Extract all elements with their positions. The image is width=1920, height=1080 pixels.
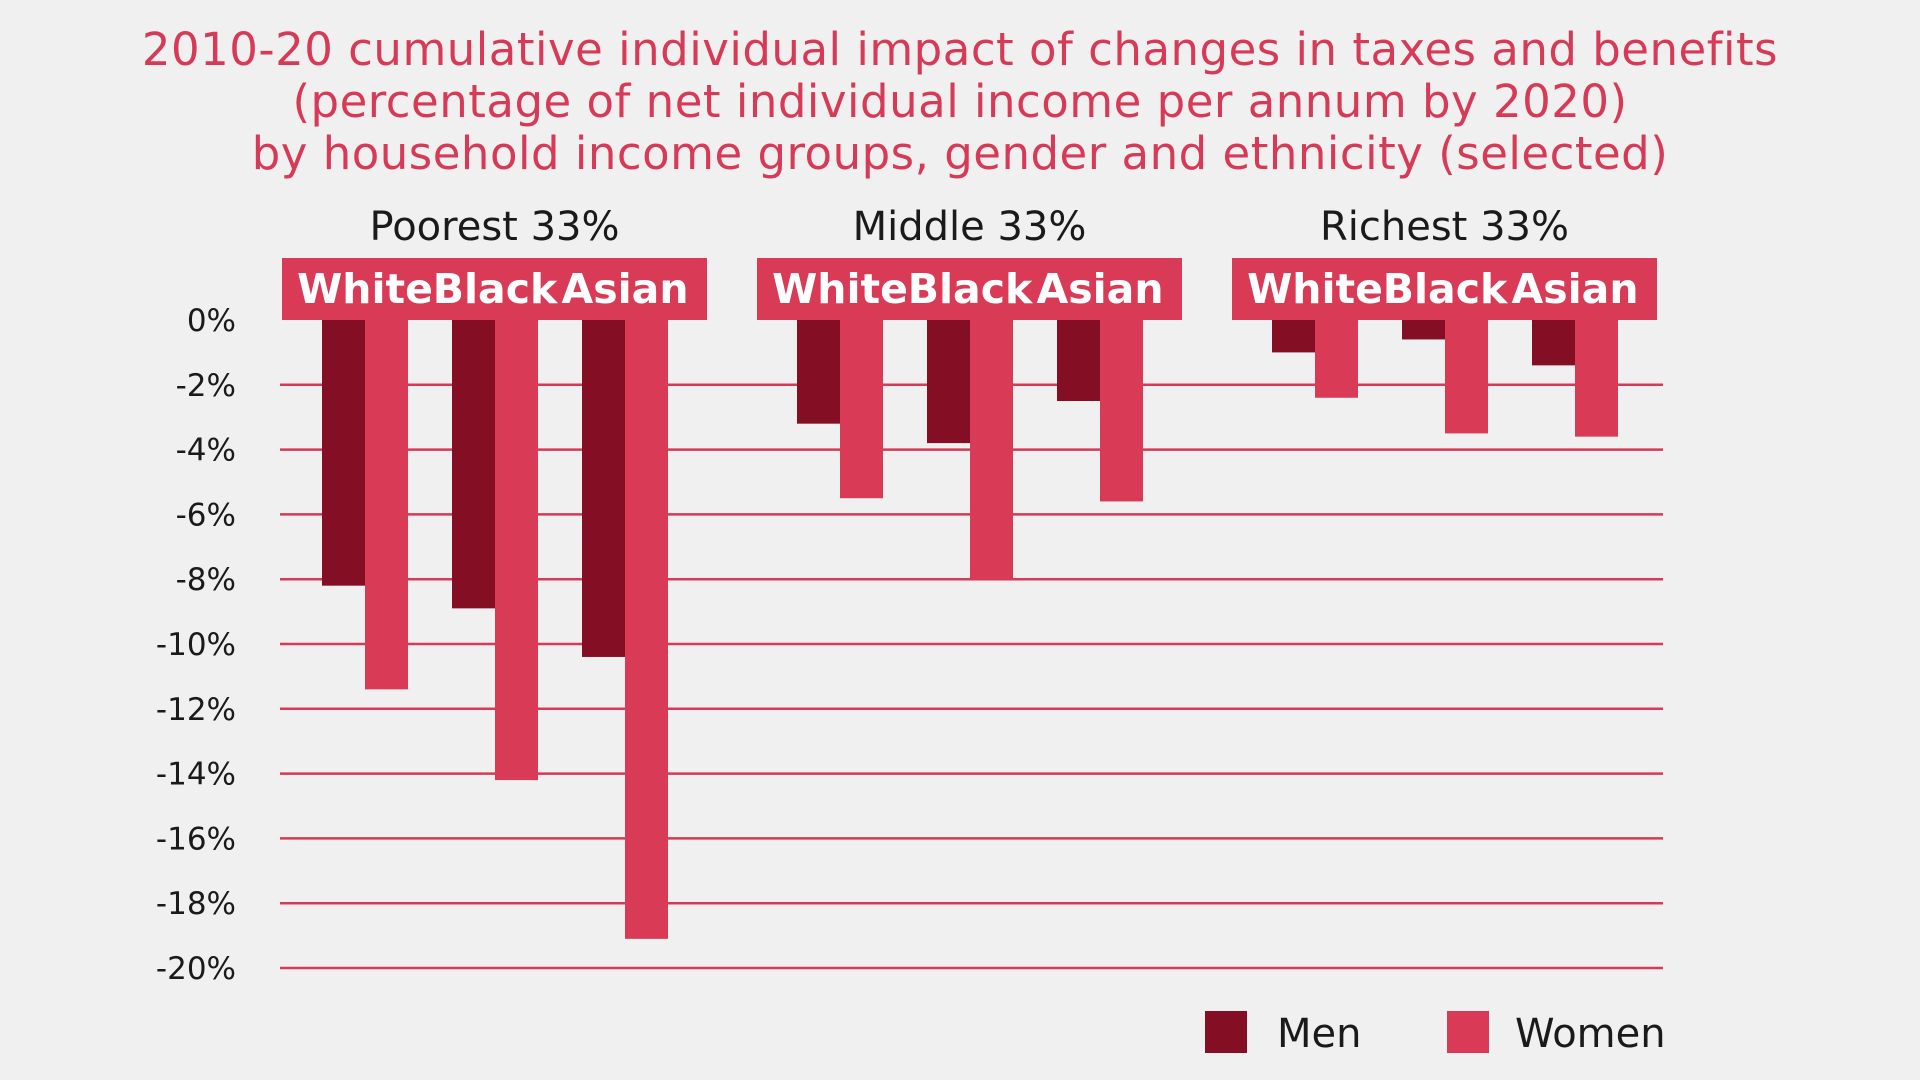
bar-women [1445,320,1488,434]
bar-women [365,320,408,690]
category-label: Asian [561,265,688,313]
y-tick-label: -18% [156,886,236,922]
category-label: Asian [1511,265,1638,313]
legend-label-women: Women [1515,1011,1666,1057]
legend-swatch-women [1447,1011,1489,1053]
category-label: White [1247,265,1383,313]
bar-men [927,320,970,444]
y-tick-label: 0% [187,303,236,339]
y-tick-label: -10% [156,627,236,663]
category-label: White [772,265,908,313]
legend: Men Women [1205,1011,1666,1057]
category-label: White [297,265,433,313]
bar-women [625,320,668,939]
bar-women [1575,320,1618,437]
bar-men [797,320,840,424]
chart-title-line-1: 2010-20 cumulative individual impact of … [141,23,1779,76]
bar-women [495,320,538,781]
bar-men [582,320,625,657]
bar-women [1100,320,1143,502]
bar-women [840,320,883,499]
y-tick-label: -14% [156,757,236,793]
y-tick-label: -12% [156,692,236,728]
category-label: Black [433,265,559,313]
chart-title-line-2: (percentage of net individual income per… [292,75,1628,128]
y-tick-label: -16% [156,821,236,857]
group-band [282,258,707,320]
category-label: Black [1383,265,1509,313]
legend-label-men: Men [1277,1011,1361,1057]
y-tick-label: -6% [176,497,236,533]
group-band [1232,258,1657,320]
group-title: Richest 33% [1320,204,1569,250]
y-tick-label: -20% [156,951,236,987]
y-axis: 0% -2% -4% -6% -8% -10% -12% -14% -16% -18% -20% [156,303,236,987]
y-tick-label: -4% [176,433,236,469]
bar-men [1272,320,1315,353]
group-title: Middle 33% [853,204,1087,250]
group-band [757,258,1182,320]
bar-men [322,320,365,586]
bar-men [1402,320,1445,340]
y-tick-label: -8% [176,562,236,598]
bar-women [1315,320,1358,398]
bar-men [452,320,495,609]
bar-women [970,320,1013,580]
category-label: Black [908,265,1034,313]
y-tick-label: -2% [176,368,236,404]
bar-men [1532,320,1575,366]
group-title: Poorest 33% [370,204,620,250]
bars [322,320,1618,939]
bar-men [1057,320,1100,401]
category-label: Asian [1036,265,1163,313]
chart-title-line-3: by household income groups, gender and e… [251,127,1669,180]
legend-swatch-men [1205,1011,1247,1053]
